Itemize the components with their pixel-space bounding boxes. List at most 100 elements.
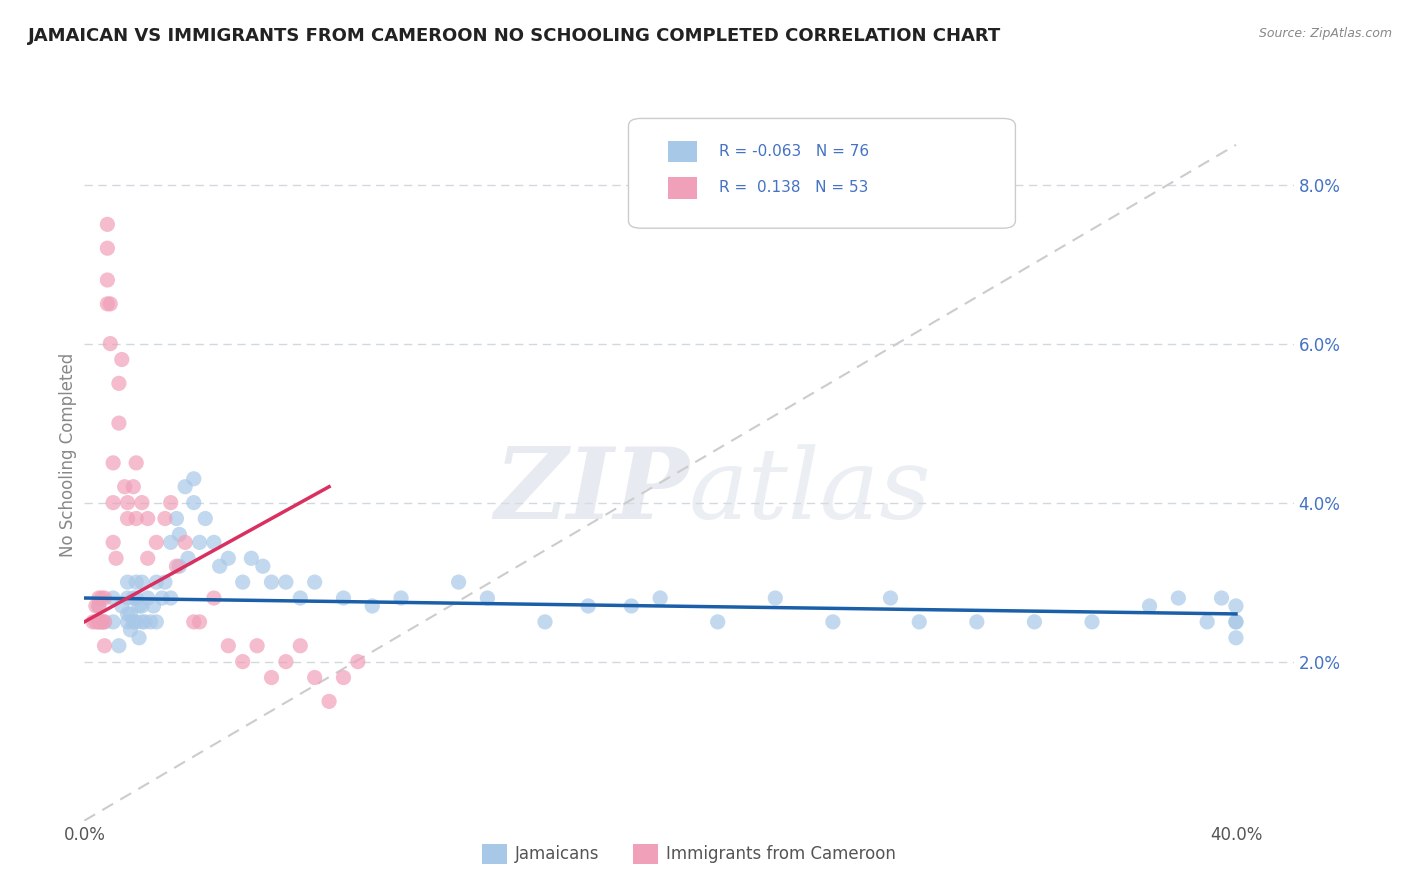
Text: Source: ZipAtlas.com: Source: ZipAtlas.com — [1258, 27, 1392, 40]
Point — [108, 376, 131, 391]
Point — [183, 495, 205, 509]
Point — [159, 535, 181, 549]
Point — [122, 591, 145, 605]
Point — [240, 551, 263, 566]
Point — [188, 535, 211, 549]
Point — [361, 599, 384, 613]
Point — [84, 599, 107, 613]
Point — [208, 559, 231, 574]
Point — [90, 615, 112, 629]
Point — [87, 615, 110, 629]
Point — [260, 671, 283, 685]
Point — [246, 639, 269, 653]
Point — [111, 352, 134, 367]
Point — [93, 615, 115, 629]
FancyBboxPatch shape — [628, 119, 1015, 228]
Text: R =  0.138   N = 53: R = 0.138 N = 53 — [720, 180, 869, 195]
Point — [90, 615, 112, 629]
Point — [252, 559, 274, 574]
Point — [166, 511, 188, 525]
Point — [174, 480, 197, 494]
Point — [159, 495, 181, 509]
Point — [117, 511, 139, 525]
Point — [131, 599, 153, 613]
Point — [332, 671, 354, 685]
Point — [90, 591, 112, 605]
Point — [1225, 599, 1247, 613]
Point — [101, 615, 124, 629]
Point — [117, 575, 139, 590]
Point — [290, 639, 312, 653]
Point — [128, 631, 150, 645]
Point — [93, 615, 115, 629]
Legend: Jamaicans, Immigrants from Cameroon: Jamaicans, Immigrants from Cameroon — [475, 838, 903, 871]
Point — [821, 615, 844, 629]
Point — [101, 456, 124, 470]
Point — [232, 575, 254, 590]
Text: R = -0.063   N = 76: R = -0.063 N = 76 — [720, 144, 869, 159]
Point — [87, 599, 110, 613]
Point — [105, 551, 128, 566]
Point — [145, 615, 167, 629]
Point — [332, 591, 354, 605]
Point — [202, 591, 225, 605]
Point — [125, 511, 148, 525]
Point — [87, 599, 110, 613]
Point — [347, 655, 370, 669]
Point — [447, 575, 470, 590]
Point — [139, 615, 162, 629]
Point — [108, 416, 131, 430]
Point — [82, 615, 104, 629]
Point — [304, 671, 326, 685]
Point — [217, 639, 239, 653]
Point — [111, 599, 134, 613]
Point — [274, 655, 297, 669]
Point — [136, 591, 159, 605]
Point — [290, 591, 312, 605]
Point — [183, 472, 205, 486]
Point — [131, 615, 153, 629]
Point — [183, 615, 205, 629]
Point — [87, 591, 110, 605]
Point — [650, 591, 672, 605]
Point — [879, 591, 901, 605]
Point — [1225, 631, 1247, 645]
Point — [153, 511, 176, 525]
Y-axis label: No Schooling Completed: No Schooling Completed — [59, 353, 77, 557]
Point — [620, 599, 643, 613]
Point — [166, 559, 188, 574]
Text: JAMAICAN VS IMMIGRANTS FROM CAMEROON NO SCHOOLING COMPLETED CORRELATION CHART: JAMAICAN VS IMMIGRANTS FROM CAMEROON NO … — [28, 27, 1001, 45]
Point — [169, 527, 191, 541]
Point — [96, 273, 118, 287]
FancyBboxPatch shape — [668, 141, 697, 162]
Point — [145, 535, 167, 549]
Point — [96, 218, 118, 232]
Point — [96, 297, 118, 311]
Point — [260, 575, 283, 590]
Point — [93, 639, 115, 653]
Point — [125, 575, 148, 590]
Point — [477, 591, 499, 605]
Point — [534, 615, 557, 629]
Point — [304, 575, 326, 590]
Point — [87, 615, 110, 629]
Point — [174, 535, 197, 549]
Point — [122, 480, 145, 494]
Point — [202, 535, 225, 549]
Point — [84, 615, 107, 629]
Point — [96, 241, 118, 255]
Point — [232, 655, 254, 669]
Point — [101, 591, 124, 605]
Point — [142, 599, 165, 613]
Point — [763, 591, 786, 605]
Point — [117, 607, 139, 621]
Point — [125, 591, 148, 605]
Point — [125, 615, 148, 629]
Point — [159, 591, 181, 605]
Point — [101, 495, 124, 509]
Point — [117, 591, 139, 605]
Point — [1139, 599, 1161, 613]
Point — [136, 511, 159, 525]
Point — [389, 591, 412, 605]
Point — [318, 694, 340, 708]
